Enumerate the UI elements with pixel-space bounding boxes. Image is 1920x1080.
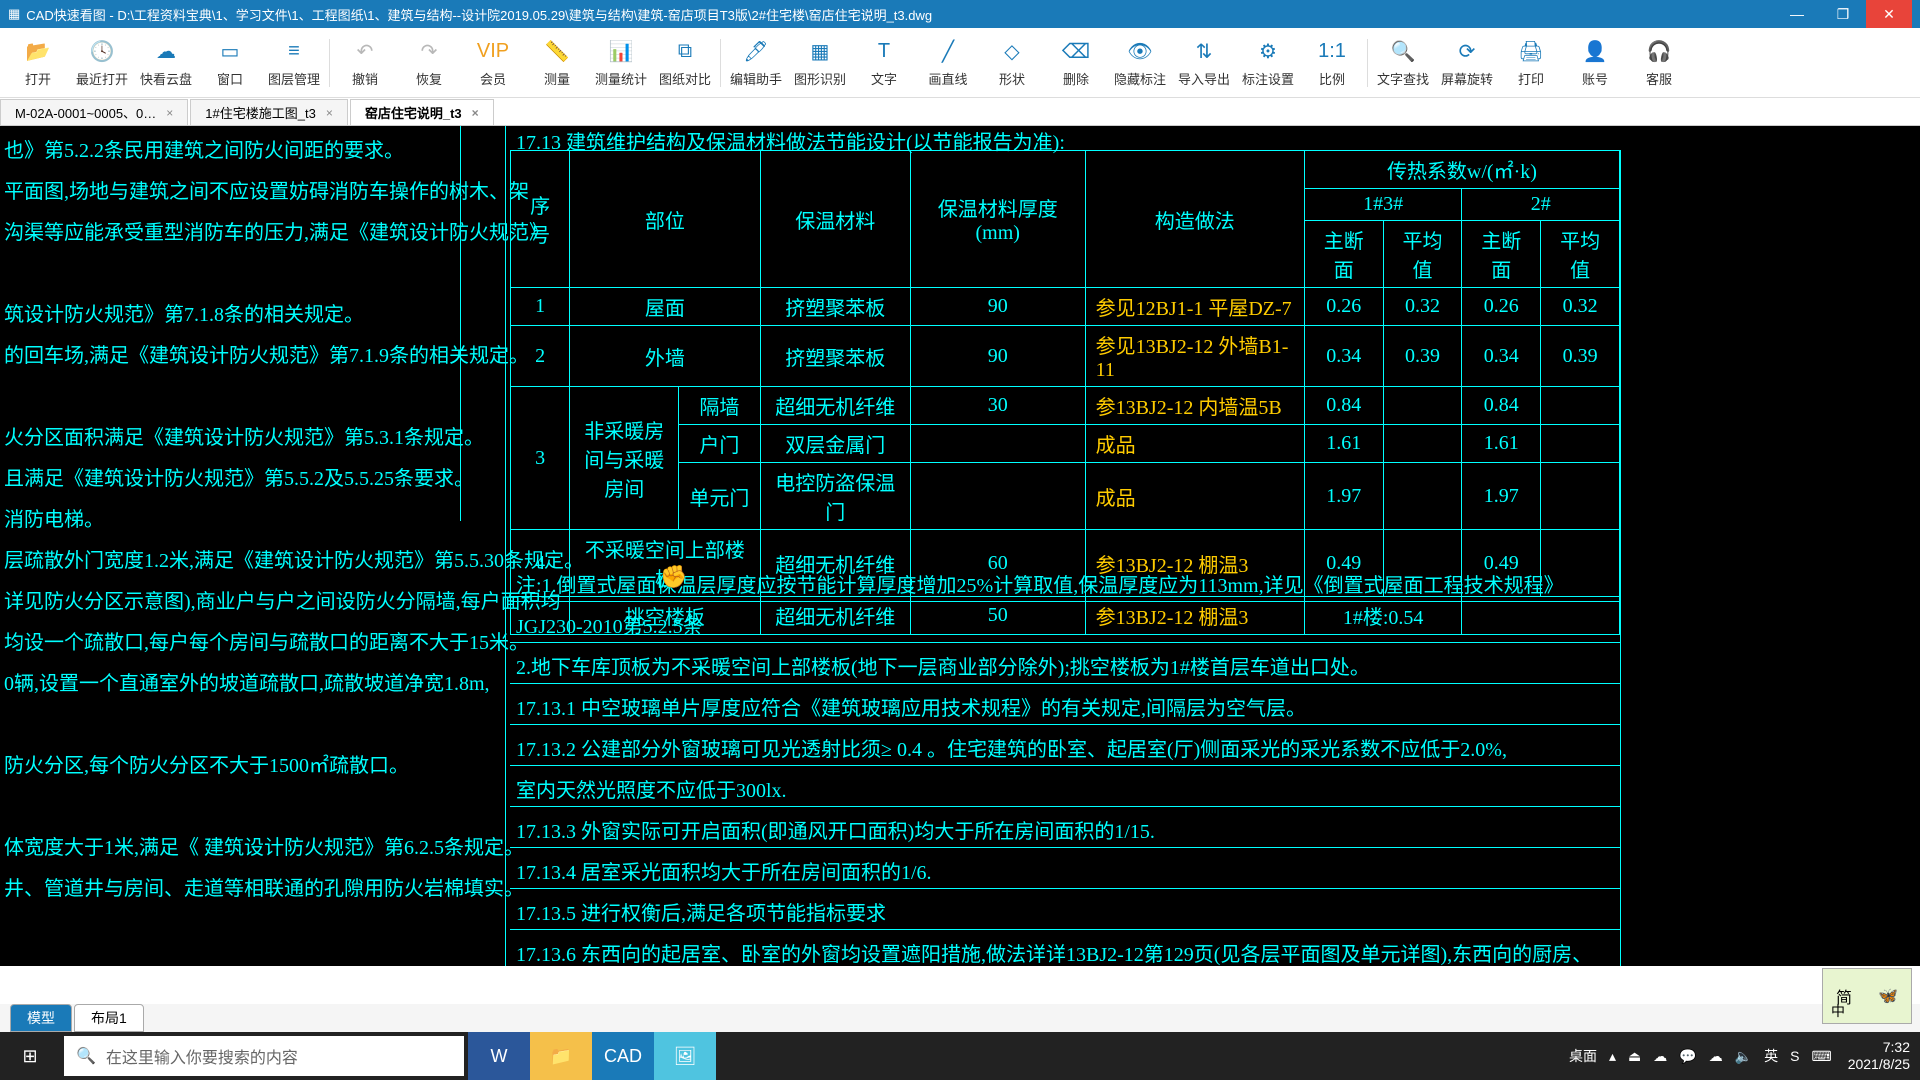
start-button[interactable]: ⊞ xyxy=(0,1032,60,1080)
note-text: 筑设计防火规范》第7.1.8条的相关规定。 xyxy=(4,298,364,327)
task-word[interactable]: W xyxy=(468,1032,530,1080)
tray-icon[interactable]: 英 xyxy=(1764,1046,1778,1066)
note-text: 防火分区,每个防火分区不大于1500㎡疏散口。 xyxy=(4,749,409,778)
note-line: 注:1.倒置式屋面保温层厚度应按节能计算厚度增加25%计算取值,保温厚度应为11… xyxy=(516,569,1564,598)
note-text: 0辆,设置一个直通室外的坡道疏散口,疏散坡道净宽1.8m, xyxy=(4,667,490,696)
toolbar-快看云盘[interactable]: ☁快看云盘 xyxy=(134,30,198,96)
note-text: 消防电梯。 xyxy=(4,503,104,532)
model-tab[interactable]: 模型 xyxy=(10,1004,72,1032)
note-text: 详见防火分区示意图),商业户与户之间设防火分隔墙,每户面积均 xyxy=(4,585,561,614)
system-tray[interactable]: 桌面 ▴ ⏏ ☁ 💬 ☁ 🔈 英S ⌨ 7:322021/8/25 xyxy=(1563,1039,1920,1073)
ime-panel[interactable]: 简🦋 中 xyxy=(1822,968,1912,1024)
clock[interactable]: 7:322021/8/25 xyxy=(1848,1039,1910,1073)
toolbar-打印[interactable]: 🖨打印 xyxy=(1499,30,1563,96)
search-box[interactable]: 🔍 在这里输入你要搜索的内容 xyxy=(64,1036,464,1076)
note-line: 17.13.6 东西向的起居室、卧室的外窗均设置遮阳措施,做法详详13BJ2-1… xyxy=(516,938,1592,966)
note-line: JGJ230-2010第5.2.5条 xyxy=(516,610,703,639)
note-line: 2.地下车库顶板为不采暖空间上部楼板(地下一层商业部分除外);挑空楼板为1#楼首… xyxy=(516,651,1370,680)
tray-icon[interactable]: ▴ xyxy=(1609,1048,1616,1065)
toolbar-图层管理[interactable]: ≡图层管理 xyxy=(262,30,326,96)
maximize-button[interactable]: ❐ xyxy=(1820,0,1866,28)
tray-icon[interactable]: ⏏ xyxy=(1628,1048,1641,1065)
tab-close-icon[interactable]: × xyxy=(166,106,173,120)
toolbar-测量统计[interactable]: 📊测量统计 xyxy=(589,30,653,96)
tray-icon[interactable]: 桌面 xyxy=(1569,1046,1597,1066)
note-line: 室内天然光照度不应低于300lx. xyxy=(516,774,787,803)
toolbar-比例[interactable]: 1:1比例 xyxy=(1300,30,1364,96)
toolbar-图纸对比[interactable]: ⧉图纸对比 xyxy=(653,30,717,96)
task-photos[interactable]: 🖼 xyxy=(654,1032,716,1080)
tray-icon[interactable]: ⌨ xyxy=(1811,1048,1831,1065)
note-text: 且满足《建筑设计防火规范》第5.5.2及5.5.25条要求。 xyxy=(4,462,474,491)
toolbar-测量[interactable]: 📏测量 xyxy=(525,30,589,96)
toolbar-导入导出[interactable]: ⇅导入导出 xyxy=(1172,30,1236,96)
window-title: CAD快速看图 - D:\工程资料宝典\1、学习文件\1、工程图纸\1、建筑与结… xyxy=(26,5,1774,24)
toolbar-账号[interactable]: 👤账号 xyxy=(1563,30,1627,96)
task-explorer[interactable]: 📁 xyxy=(530,1032,592,1080)
tab-1#住宅楼施工图_t3[interactable]: 1#住宅楼施工图_t3× xyxy=(190,99,348,125)
tab-M-02A-0001~0005、0…[interactable]: M-02A-0001~0005、0…× xyxy=(0,99,188,125)
note-text: 火分区面积满足《建筑设计防火规范》第5.3.1条规定。 xyxy=(4,421,484,450)
layout-tabs: 模型 布局1 xyxy=(0,1004,1920,1032)
note-line: 17.13.3 外窗实际可开启面积(即通风开口面积)均大于所在房间面积的1/15… xyxy=(516,815,1155,844)
tab-close-icon[interactable]: × xyxy=(326,106,333,120)
toolbar-撤销[interactable]: ↶撤销 xyxy=(333,30,397,96)
note-text: 层疏散外门宽度1.2米,满足《建筑设计防火规范》第5.5.30条规定。 xyxy=(4,544,584,573)
toolbar-隐藏标注[interactable]: 👁隐藏标注 xyxy=(1108,30,1172,96)
tray-icon[interactable]: S xyxy=(1790,1048,1799,1064)
minimize-button[interactable]: — xyxy=(1774,0,1820,28)
toolbar-客服[interactable]: 🎧客服 xyxy=(1627,30,1691,96)
app-icon: ▦ xyxy=(8,6,20,22)
document-tabs: M-02A-0001~0005、0…×1#住宅楼施工图_t3×窑店住宅说明_t3… xyxy=(0,98,1920,126)
toolbar-恢复[interactable]: ↷恢复 xyxy=(397,30,461,96)
toolbar-最近打开[interactable]: 🕓最近打开 xyxy=(70,30,134,96)
title-bar: ▦ CAD快速看图 - D:\工程资料宝典\1、学习文件\1、工程图纸\1、建筑… xyxy=(0,0,1920,28)
tray-icon[interactable]: ☁ xyxy=(1709,1048,1723,1065)
tray-icon[interactable]: 💬 xyxy=(1679,1048,1696,1065)
note-text: 均设一个疏散口,每户每个房间与疏散口的距离不大于15米。 xyxy=(4,626,529,655)
toolbar-编辑助手[interactable]: 🖊编辑助手 xyxy=(724,30,788,96)
toolbar-窗口[interactable]: ▭窗口 xyxy=(198,30,262,96)
note-line: 17.13.2 公建部分外窗玻璃可见光透射比须≥ 0.4 。住宅建筑的卧室、起居… xyxy=(516,733,1507,762)
tray-icon[interactable]: 🔈 xyxy=(1735,1048,1752,1065)
toolbar-文字[interactable]: T文字 xyxy=(852,30,916,96)
toolbar-图形识别[interactable]: ▦图形识别 xyxy=(788,30,852,96)
note-text: 体宽度大于1米,满足《 建筑设计防火规范》第6.2.5条规定。 xyxy=(4,831,524,860)
toolbar-形状[interactable]: ◇形状 xyxy=(980,30,1044,96)
tab-close-icon[interactable]: × xyxy=(472,106,479,120)
close-button[interactable]: ✕ xyxy=(1866,0,1912,28)
note-line: 17.13.5 进行权衡后,满足各项节能指标要求 xyxy=(516,897,886,926)
toolbar-删除[interactable]: ⌫删除 xyxy=(1044,30,1108,96)
toolbar-屏幕旋转[interactable]: ⟳屏幕旋转 xyxy=(1435,30,1499,96)
note-text: 平面图,场地与建筑之间不应设置妨碍消防车操作的树木、架 xyxy=(4,175,529,204)
note-line: 17.13.1 中空玻璃单片厚度应符合《建筑玻璃应用技术规程》的有关规定,间隔层… xyxy=(516,692,1306,721)
tab-窑店住宅说明_t3[interactable]: 窑店住宅说明_t3× xyxy=(350,99,494,125)
task-cad[interactable]: CAD xyxy=(592,1032,654,1080)
main-toolbar: 📂打开🕓最近打开☁快看云盘▭窗口≡图层管理↶撤销↷恢复VIP会员📏测量📊测量统计… xyxy=(0,28,1920,98)
toolbar-会员[interactable]: VIP会员 xyxy=(461,30,525,96)
note-text: 的回车场,满足《建筑设计防火规范》第7.1.9条的相关规定。 xyxy=(4,339,529,368)
tray-icon[interactable]: ☁ xyxy=(1653,1048,1667,1065)
toolbar-标注设置[interactable]: ⚙标注设置 xyxy=(1236,30,1300,96)
note-text: 井、管道井与房间、走道等相联通的孔隙用防火岩棉填实。 xyxy=(4,872,524,901)
note-text: 沟渠等应能承受重型消防车的压力,满足《建筑设计防火规范》 xyxy=(4,216,549,245)
toolbar-画直线[interactable]: ╱画直线 xyxy=(916,30,980,96)
windows-taskbar: ⊞ 🔍 在这里输入你要搜索的内容 W 📁 CAD 🖼 桌面 ▴ ⏏ ☁ 💬 ☁ 🔈 英S ⌨ 7:… xyxy=(0,1032,1920,1080)
note-text: 也》第5.2.2条民用建筑之间防火间距的要求。 xyxy=(4,134,404,163)
search-icon: 🔍 xyxy=(76,1046,96,1066)
cad-canvas[interactable]: 也》第5.2.2条民用建筑之间防火间距的要求。平面图,场地与建筑之间不应设置妨碍… xyxy=(0,126,1920,966)
thermal-table: 序号部位保温材料保温材料厚度(mm)构造做法传热系数w/(㎡·k)1#3#2#主… xyxy=(510,150,1620,635)
toolbar-打开[interactable]: 📂打开 xyxy=(6,30,70,96)
note-line: 17.13.4 居室采光面积均大于所在房间面积的1/6. xyxy=(516,856,932,885)
layout1-tab[interactable]: 布局1 xyxy=(74,1004,144,1032)
toolbar-文字查找[interactable]: 🔍文字查找 xyxy=(1371,30,1435,96)
